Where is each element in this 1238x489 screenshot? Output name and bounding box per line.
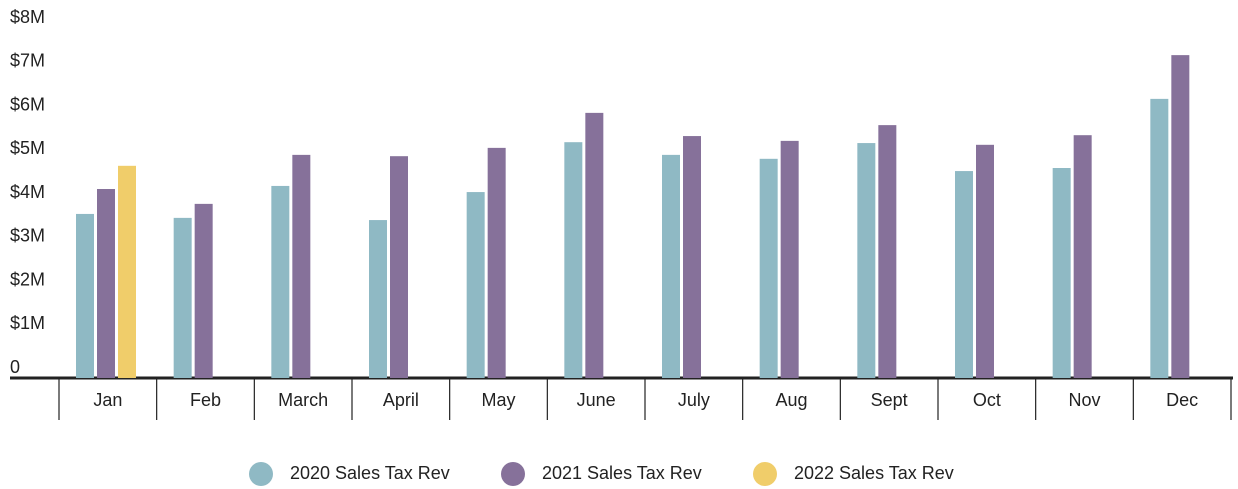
x-tick-label: Nov bbox=[1068, 390, 1100, 410]
legend-swatch bbox=[501, 462, 525, 486]
bar bbox=[390, 156, 408, 378]
bar bbox=[76, 213, 94, 378]
bar bbox=[976, 144, 994, 378]
x-tick-label: Dec bbox=[1166, 390, 1198, 410]
bar bbox=[683, 136, 701, 378]
bar bbox=[466, 192, 485, 378]
bar bbox=[97, 189, 115, 378]
legend-swatch bbox=[249, 462, 273, 486]
y-tick-label: $1M bbox=[10, 313, 45, 333]
y-tick-label: $6M bbox=[10, 94, 45, 114]
legend-label: 2021 Sales Tax Rev bbox=[542, 463, 702, 483]
y-tick-label: 0 bbox=[10, 357, 20, 377]
y-tick-label: $3M bbox=[10, 226, 45, 246]
y-tick-label: $4M bbox=[10, 182, 45, 202]
bar bbox=[564, 142, 583, 378]
x-tick-label: Oct bbox=[973, 390, 1001, 410]
x-tick-label: July bbox=[678, 390, 710, 410]
y-tick-label: $2M bbox=[10, 269, 45, 289]
x-tick-label: Feb bbox=[190, 390, 221, 410]
x-tick-label: May bbox=[481, 390, 515, 410]
legend-label: 2022 Sales Tax Rev bbox=[794, 463, 954, 483]
legend-swatch bbox=[753, 462, 777, 486]
legend-label: 2020 Sales Tax Rev bbox=[290, 463, 450, 483]
bar bbox=[955, 171, 973, 378]
bar bbox=[662, 154, 680, 378]
x-tick-label: Jan bbox=[93, 390, 122, 410]
x-tick-label: Sept bbox=[871, 390, 908, 410]
y-tick-label: $7M bbox=[10, 51, 45, 71]
x-tick-label: Aug bbox=[775, 390, 807, 410]
bar bbox=[1171, 55, 1190, 378]
bar bbox=[487, 147, 506, 378]
bar bbox=[271, 185, 290, 378]
bar bbox=[118, 165, 136, 378]
y-tick-label: $8M bbox=[10, 7, 45, 27]
bar bbox=[878, 125, 897, 378]
y-tick-label: $5M bbox=[10, 138, 45, 158]
x-tick-label: April bbox=[383, 390, 419, 410]
bar bbox=[780, 140, 799, 378]
bar bbox=[369, 220, 387, 378]
bar bbox=[759, 158, 778, 378]
bar bbox=[173, 217, 192, 378]
bar bbox=[1150, 98, 1169, 378]
x-tick-label: June bbox=[577, 390, 616, 410]
bar bbox=[194, 203, 213, 378]
bar bbox=[292, 154, 311, 378]
bar bbox=[857, 143, 876, 378]
bar bbox=[585, 112, 604, 378]
bar bbox=[1073, 135, 1092, 378]
bar bbox=[1052, 168, 1071, 378]
x-tick-label: March bbox=[278, 390, 328, 410]
